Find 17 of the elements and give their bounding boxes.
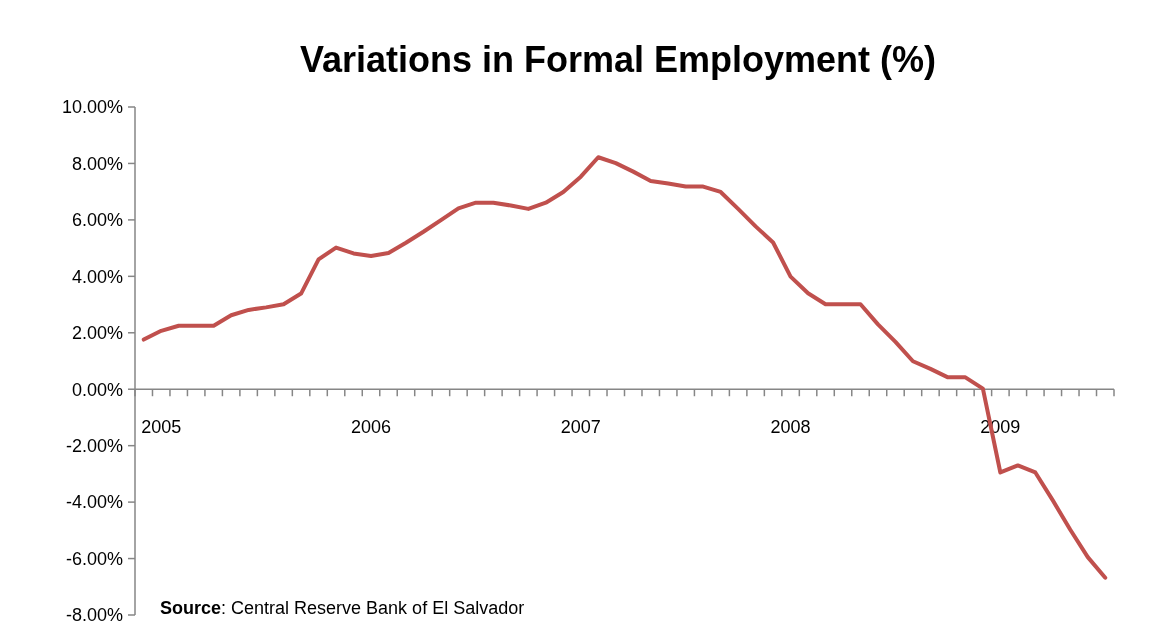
y-tick-label: 0.00% — [71, 379, 123, 400]
y-tick-label: 10.00% — [61, 97, 123, 118]
chart-title: Variations in Formal Employment (%) — [299, 39, 937, 80]
y-tick-label: 4.00% — [71, 266, 123, 287]
x-tick-label: 2008 — [770, 417, 811, 438]
x-tick-label: 2006 — [350, 417, 392, 438]
y-tick-label: 8.00% — [71, 153, 123, 174]
annotation: Source: Central Reserve Bank of El Salvador — [160, 598, 525, 618]
y-tick-label: -8.00% — [65, 605, 123, 626]
y-tick-label: -6.00% — [65, 548, 123, 569]
x-tick-label: 2007 — [560, 417, 601, 438]
y-tick-label: 2.00% — [71, 323, 123, 344]
line-series — [141, 155, 1108, 580]
x-tick-label: 2005 — [141, 417, 182, 438]
y-tick-label: -2.00% — [65, 435, 123, 456]
y-tick-label: 6.00% — [71, 210, 123, 231]
y-tick-label: -4.00% — [65, 492, 123, 513]
